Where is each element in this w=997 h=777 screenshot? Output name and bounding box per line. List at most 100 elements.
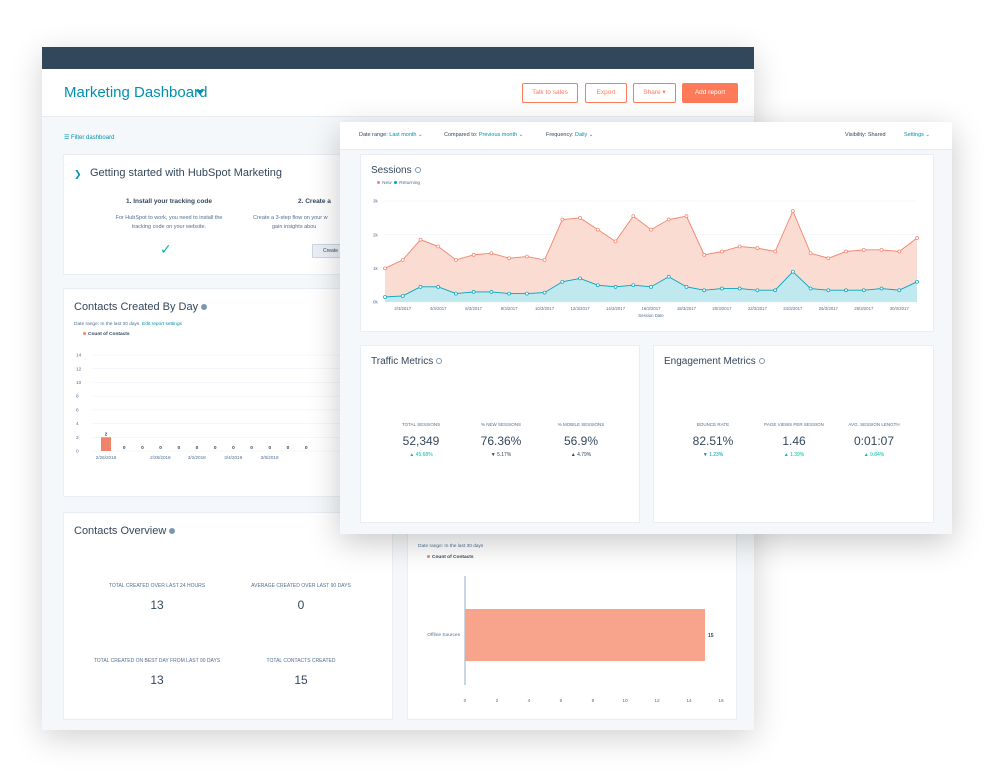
data-point xyxy=(418,284,423,289)
legend-returning-label: Returning xyxy=(399,181,421,186)
chart-legend: Count of Contacts xyxy=(427,555,474,560)
data-point xyxy=(454,258,458,262)
x-tick-label: 28/3/2017 xyxy=(854,306,874,311)
metric-value: 56.9% xyxy=(563,434,599,448)
x-tick-label: 18/3/2017 xyxy=(677,306,697,311)
x-tick-label: 20/3/2017 xyxy=(712,306,732,311)
chevron-down-icon[interactable]: ❯ xyxy=(74,169,82,179)
data-point xyxy=(755,288,760,293)
info-icon[interactable] xyxy=(201,304,208,311)
step1-title: 1. Install your tracking code xyxy=(126,198,212,205)
y-tick-label: 8 xyxy=(76,394,79,400)
data-point xyxy=(915,279,919,284)
metric-label: % NEW SESSIONS xyxy=(480,422,521,427)
stat-label: AVERAGE CREATED OVER LAST 90 DAYS xyxy=(251,583,351,589)
step2-title: 2. Create a xyxy=(298,198,331,205)
data-label: 0 xyxy=(214,445,217,451)
metric-value: 1.46 xyxy=(782,434,806,448)
x-tick-label: 2/3/2017 xyxy=(394,306,411,311)
date-range-value[interactable]: Last month ⌄ xyxy=(389,132,423,138)
data-point xyxy=(755,246,760,250)
x-tick-label: 3/4/2018 xyxy=(224,455,242,460)
date-range-text: Date range: In the last 30 days Edit rep… xyxy=(74,322,182,327)
data-point xyxy=(808,286,813,291)
data-point xyxy=(897,249,902,254)
stat-label: TOTAL CONTACTS CREATED xyxy=(266,658,336,664)
frequency-value[interactable]: Daily ⌄ xyxy=(575,132,594,138)
x-tick-label: 16 xyxy=(718,698,724,704)
data-point xyxy=(560,217,565,222)
legend-label: Count of Contacts xyxy=(432,555,474,560)
y-tick-label: 0k xyxy=(373,300,379,305)
compared-to-filter[interactable]: Compared to: Previous month ⌄ xyxy=(444,132,523,138)
x-tick-label: 24/3/2017 xyxy=(783,306,803,311)
data-point xyxy=(666,274,671,279)
y-tick-label: 2 xyxy=(76,435,79,441)
data-label: 0 xyxy=(141,445,144,451)
data-point xyxy=(454,291,458,296)
settings-link[interactable]: Settings ⌄ xyxy=(904,132,931,138)
add-report-button[interactable]: Add report xyxy=(682,83,738,103)
compared-to-value[interactable]: Previous month ⌄ xyxy=(478,132,524,138)
x-tick-label: 10 xyxy=(622,698,628,704)
metric-value: 76.36% xyxy=(480,434,522,448)
metric-value: 82.51% xyxy=(692,434,734,448)
data-point xyxy=(720,249,724,254)
contacts-by-source-chart: 15 Offline Sources 0 2 4 6 8 10 12 14 16 xyxy=(427,576,724,704)
y-tick-label: 14 xyxy=(76,353,82,359)
data-point xyxy=(383,295,387,299)
data-point xyxy=(773,288,777,293)
y-tick-label: 3k xyxy=(373,199,379,204)
data-point xyxy=(578,215,582,220)
talk-to-sales-button[interactable]: Talk to sales xyxy=(522,83,578,103)
metric-change: ▲ 1.39% xyxy=(783,452,805,458)
data-point xyxy=(737,286,742,291)
x-tick-label: 4/3/2017 xyxy=(430,306,447,311)
data-point xyxy=(649,227,653,232)
traffic-metrics-title-text: Traffic Metrics xyxy=(371,356,434,367)
data-point xyxy=(791,269,795,274)
date-range-filter[interactable]: Date range: Last month ⌄ xyxy=(359,132,423,138)
metric-change: ▲ 9.84% xyxy=(863,452,885,458)
x-tick-label: 0 xyxy=(464,698,467,704)
data-point xyxy=(826,288,831,293)
export-button[interactable]: Export xyxy=(585,83,627,103)
info-icon[interactable] xyxy=(414,167,421,174)
dashboard-title[interactable]: Marketing Dashboard xyxy=(64,84,208,101)
x-tick-label: 30/3/2017 xyxy=(890,306,910,311)
data-point xyxy=(542,290,547,295)
legend-new-label: New xyxy=(382,181,392,186)
sessions-legend: New Returning xyxy=(377,181,420,186)
contacts-by-day-card: Contacts Created By Day Date range: In t… xyxy=(63,288,393,497)
data-point xyxy=(471,253,476,257)
x-tick-label: 12 xyxy=(654,698,660,704)
traffic-metrics-card: Traffic Metrics TOTAL SESSIONS 52,349 ▲ … xyxy=(360,345,640,523)
legend-dot-icon xyxy=(83,332,86,336)
data-point xyxy=(525,291,529,296)
x-tick-label: 6 xyxy=(560,698,563,704)
sessions-title-text: Sessions xyxy=(371,165,412,176)
data-point xyxy=(773,249,777,254)
share-button[interactable]: Share ▾ xyxy=(633,83,676,103)
data-point xyxy=(578,276,582,281)
data-point xyxy=(702,253,707,257)
data-point xyxy=(861,247,866,252)
metric-change: ▼ 1.23% xyxy=(702,452,724,458)
y-tick-label: 4 xyxy=(76,421,79,427)
chevron-down-icon[interactable] xyxy=(196,90,204,95)
contacts-overview-card: Contacts Overview TOTAL CREATED OVER LAS… xyxy=(63,512,393,720)
y-tick-label: 1k xyxy=(373,266,379,271)
edit-report-settings-link[interactable]: Edit report settings xyxy=(142,322,183,327)
info-icon[interactable] xyxy=(169,528,176,535)
y-tick-label: 2k xyxy=(373,232,379,237)
info-icon[interactable] xyxy=(758,358,765,365)
info-icon[interactable] xyxy=(436,358,443,365)
filter-dashboard-link[interactable]: ☰ Filter dashboard xyxy=(64,135,115,141)
data-point xyxy=(844,288,848,293)
data-point xyxy=(791,209,795,213)
frequency-filter[interactable]: Frequency: Daily ⌄ xyxy=(546,132,593,138)
data-point xyxy=(525,254,529,259)
dashboard-header: Marketing Dashboard Talk to sales Export… xyxy=(42,69,754,117)
contacts-by-day-chart: 14 12 10 8 6 4 2 0 2 0 0 0 0 0 0 0 0 0 0 0 2/26/2018 2/28/201… xyxy=(76,353,389,460)
data-point xyxy=(879,286,884,291)
